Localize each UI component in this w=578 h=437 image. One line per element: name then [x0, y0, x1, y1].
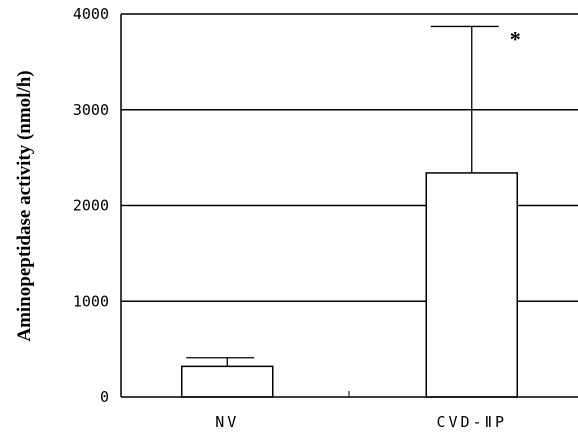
y-tick-label-2000: 2000 — [73, 197, 109, 215]
error-bars — [186, 25, 499, 367]
y-tick-label-0: 0 — [100, 388, 109, 406]
tick-labels: 0 1000 2000 3000 4000 NV CVD-ⅡP — [73, 5, 507, 431]
x-tick-label-cvd-p: CVD-ⅡP — [436, 413, 507, 431]
x-tick-label-nv: NV — [215, 413, 239, 431]
bar-cvd-p — [425, 172, 518, 398]
axes — [120, 14, 578, 398]
bars — [181, 172, 518, 398]
y-tick-label-4000: 4000 — [73, 5, 109, 23]
annotations: * — [510, 26, 521, 51]
significance-marker-cvd-p: * — [510, 26, 521, 51]
bar-nv — [181, 365, 274, 398]
y-tick-label-3000: 3000 — [73, 101, 109, 119]
y-tick-label-1000: 1000 — [73, 292, 109, 310]
y-axis-label: Aminopeptidase activity (nmol/h) — [14, 70, 35, 341]
